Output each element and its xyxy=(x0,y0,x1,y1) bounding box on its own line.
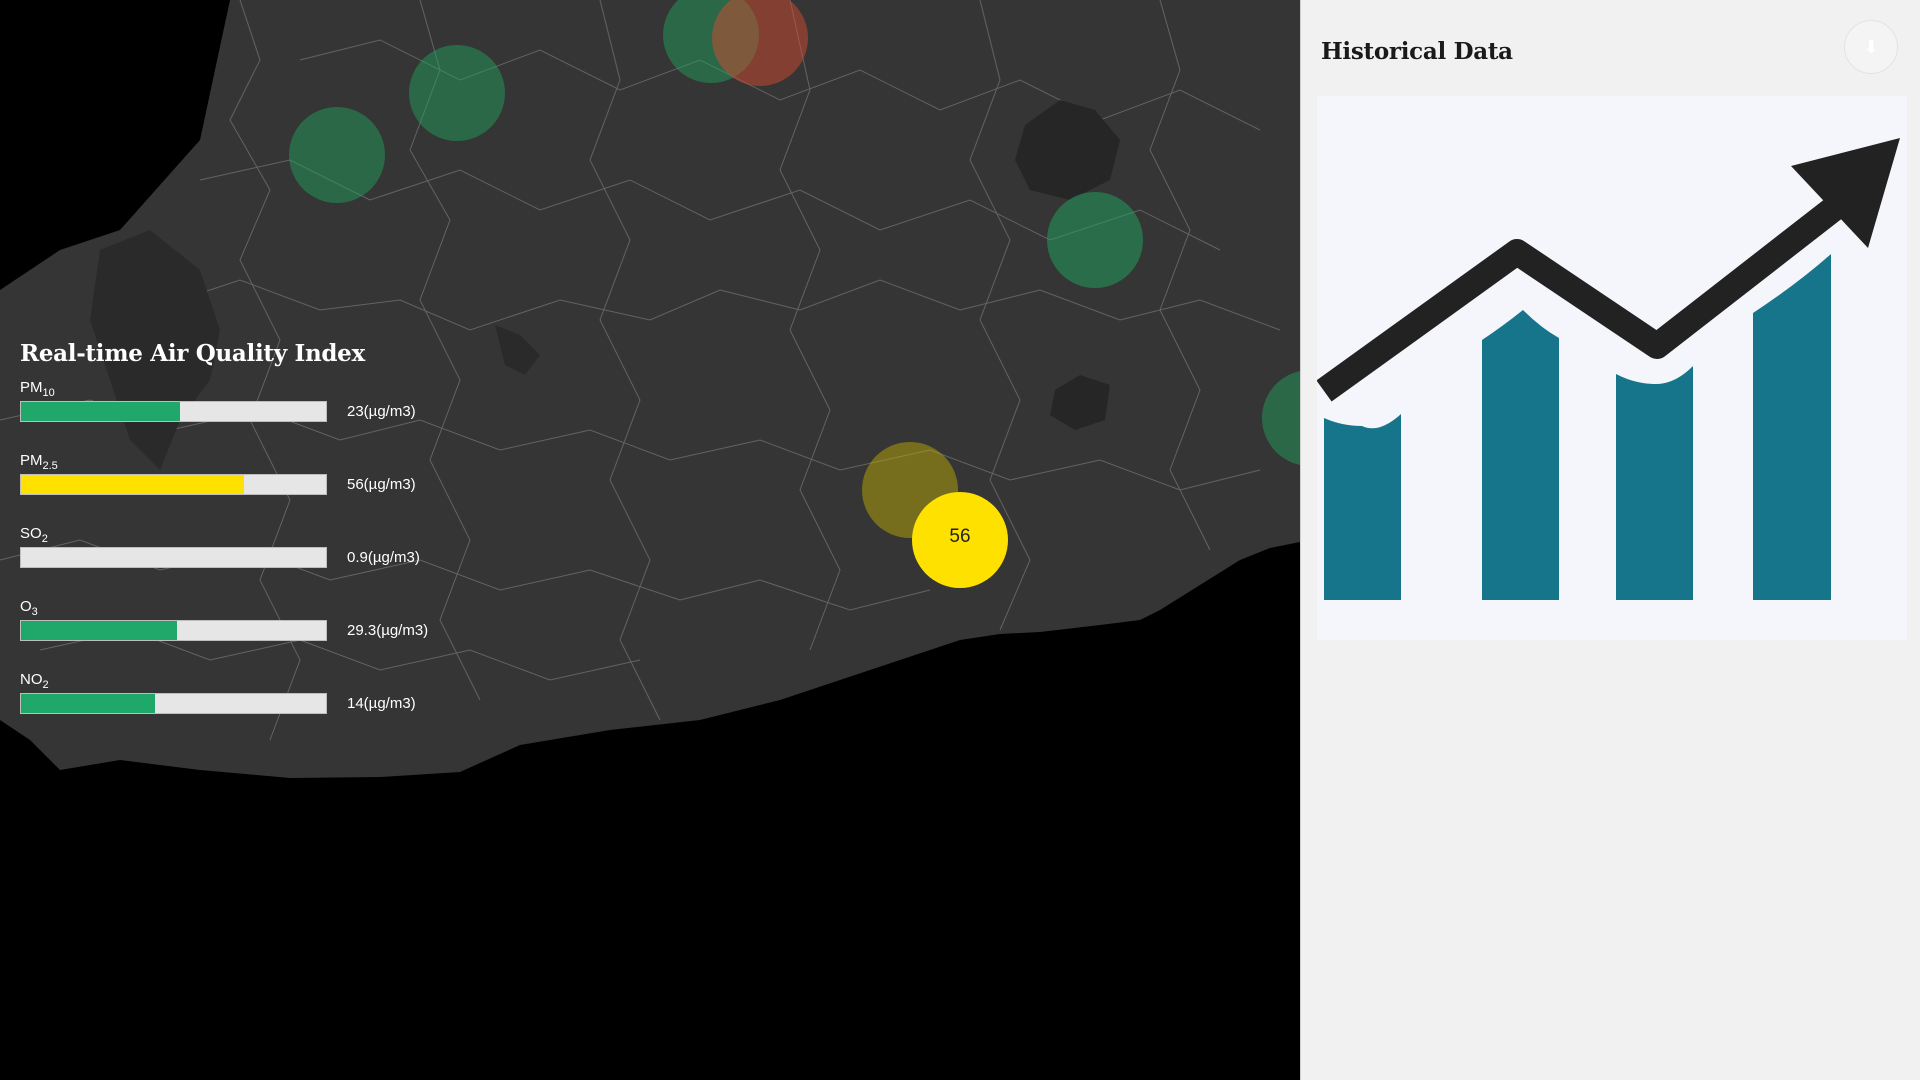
map-region-dark xyxy=(495,325,540,375)
pollutant-label: PM10 xyxy=(20,379,55,399)
pollutant-bar xyxy=(20,474,327,495)
down-arrow-icon: ⬇ xyxy=(1863,36,1879,57)
pollutant-so2: SO2 0.9(µg/m3) xyxy=(20,525,460,598)
pollutant-value: 0.9(µg/m3) xyxy=(347,549,420,566)
pollutant-bar-fill xyxy=(21,694,156,713)
pollutant-o3: O3 29.3(µg/m3) xyxy=(20,598,460,671)
active-station-marker[interactable] xyxy=(912,492,1008,588)
growth-chart-icon xyxy=(1316,138,1900,600)
pollutant-label: NO2 xyxy=(20,671,49,691)
station-marker[interactable] xyxy=(1047,192,1143,288)
pollutant-value: 56(µg/m3) xyxy=(347,476,416,493)
trend-arrow-head xyxy=(1791,138,1900,248)
pollutant-label: PM2.5 xyxy=(20,452,58,472)
map-region[interactable] xyxy=(0,0,1310,778)
station-marker[interactable] xyxy=(289,107,385,203)
pollutant-bar-fill xyxy=(21,621,177,640)
collapse-panel-button[interactable]: ⬇ xyxy=(1844,20,1898,74)
trend-arrow xyxy=(1316,195,1845,402)
pollutant-bar xyxy=(20,401,327,422)
pollutant-bar xyxy=(20,547,327,568)
active-marker-value[interactable]: 56 xyxy=(949,526,971,547)
pollutant-label: O3 xyxy=(20,598,38,618)
pollutant-label: SO2 xyxy=(20,525,48,545)
pollutant-bar xyxy=(20,620,327,641)
aqi-panel-title: Real-time Air Quality Index xyxy=(20,340,365,367)
station-marker[interactable] xyxy=(409,45,505,141)
pollutant-value: 23(µg/m3) xyxy=(347,403,416,420)
pollutant-bar-fill xyxy=(21,402,180,421)
map-region-dark xyxy=(1050,375,1110,430)
historical-chart-illustration xyxy=(1316,96,1907,640)
historical-data-panel: Historical Data ⬇ xyxy=(1300,0,1920,1080)
illustration-bar xyxy=(1753,254,1831,600)
pollutant-bar xyxy=(20,693,327,714)
pollutant-value: 29.3(µg/m3) xyxy=(347,622,429,639)
illustration-bar xyxy=(1324,414,1401,600)
pollutant-no2: NO2 14(µg/m3) xyxy=(20,671,460,744)
historical-data-title: Historical Data xyxy=(1321,38,1513,65)
pollutant-bar-fill xyxy=(21,475,244,494)
pollutant-pm10: PM10 23(µg/m3) xyxy=(20,379,460,452)
station-marker-unhealthy[interactable] xyxy=(712,0,808,86)
illustration-bar xyxy=(1482,310,1559,600)
pollutant-pm25: PM2.5 56(µg/m3) xyxy=(20,452,460,525)
pollutant-value: 14(µg/m3) xyxy=(347,695,416,712)
map-region-dark xyxy=(1015,100,1120,200)
aqi-panel: Real-time Air Quality Index PM10 23(µg/m… xyxy=(20,340,460,744)
illustration-bar xyxy=(1616,366,1693,600)
